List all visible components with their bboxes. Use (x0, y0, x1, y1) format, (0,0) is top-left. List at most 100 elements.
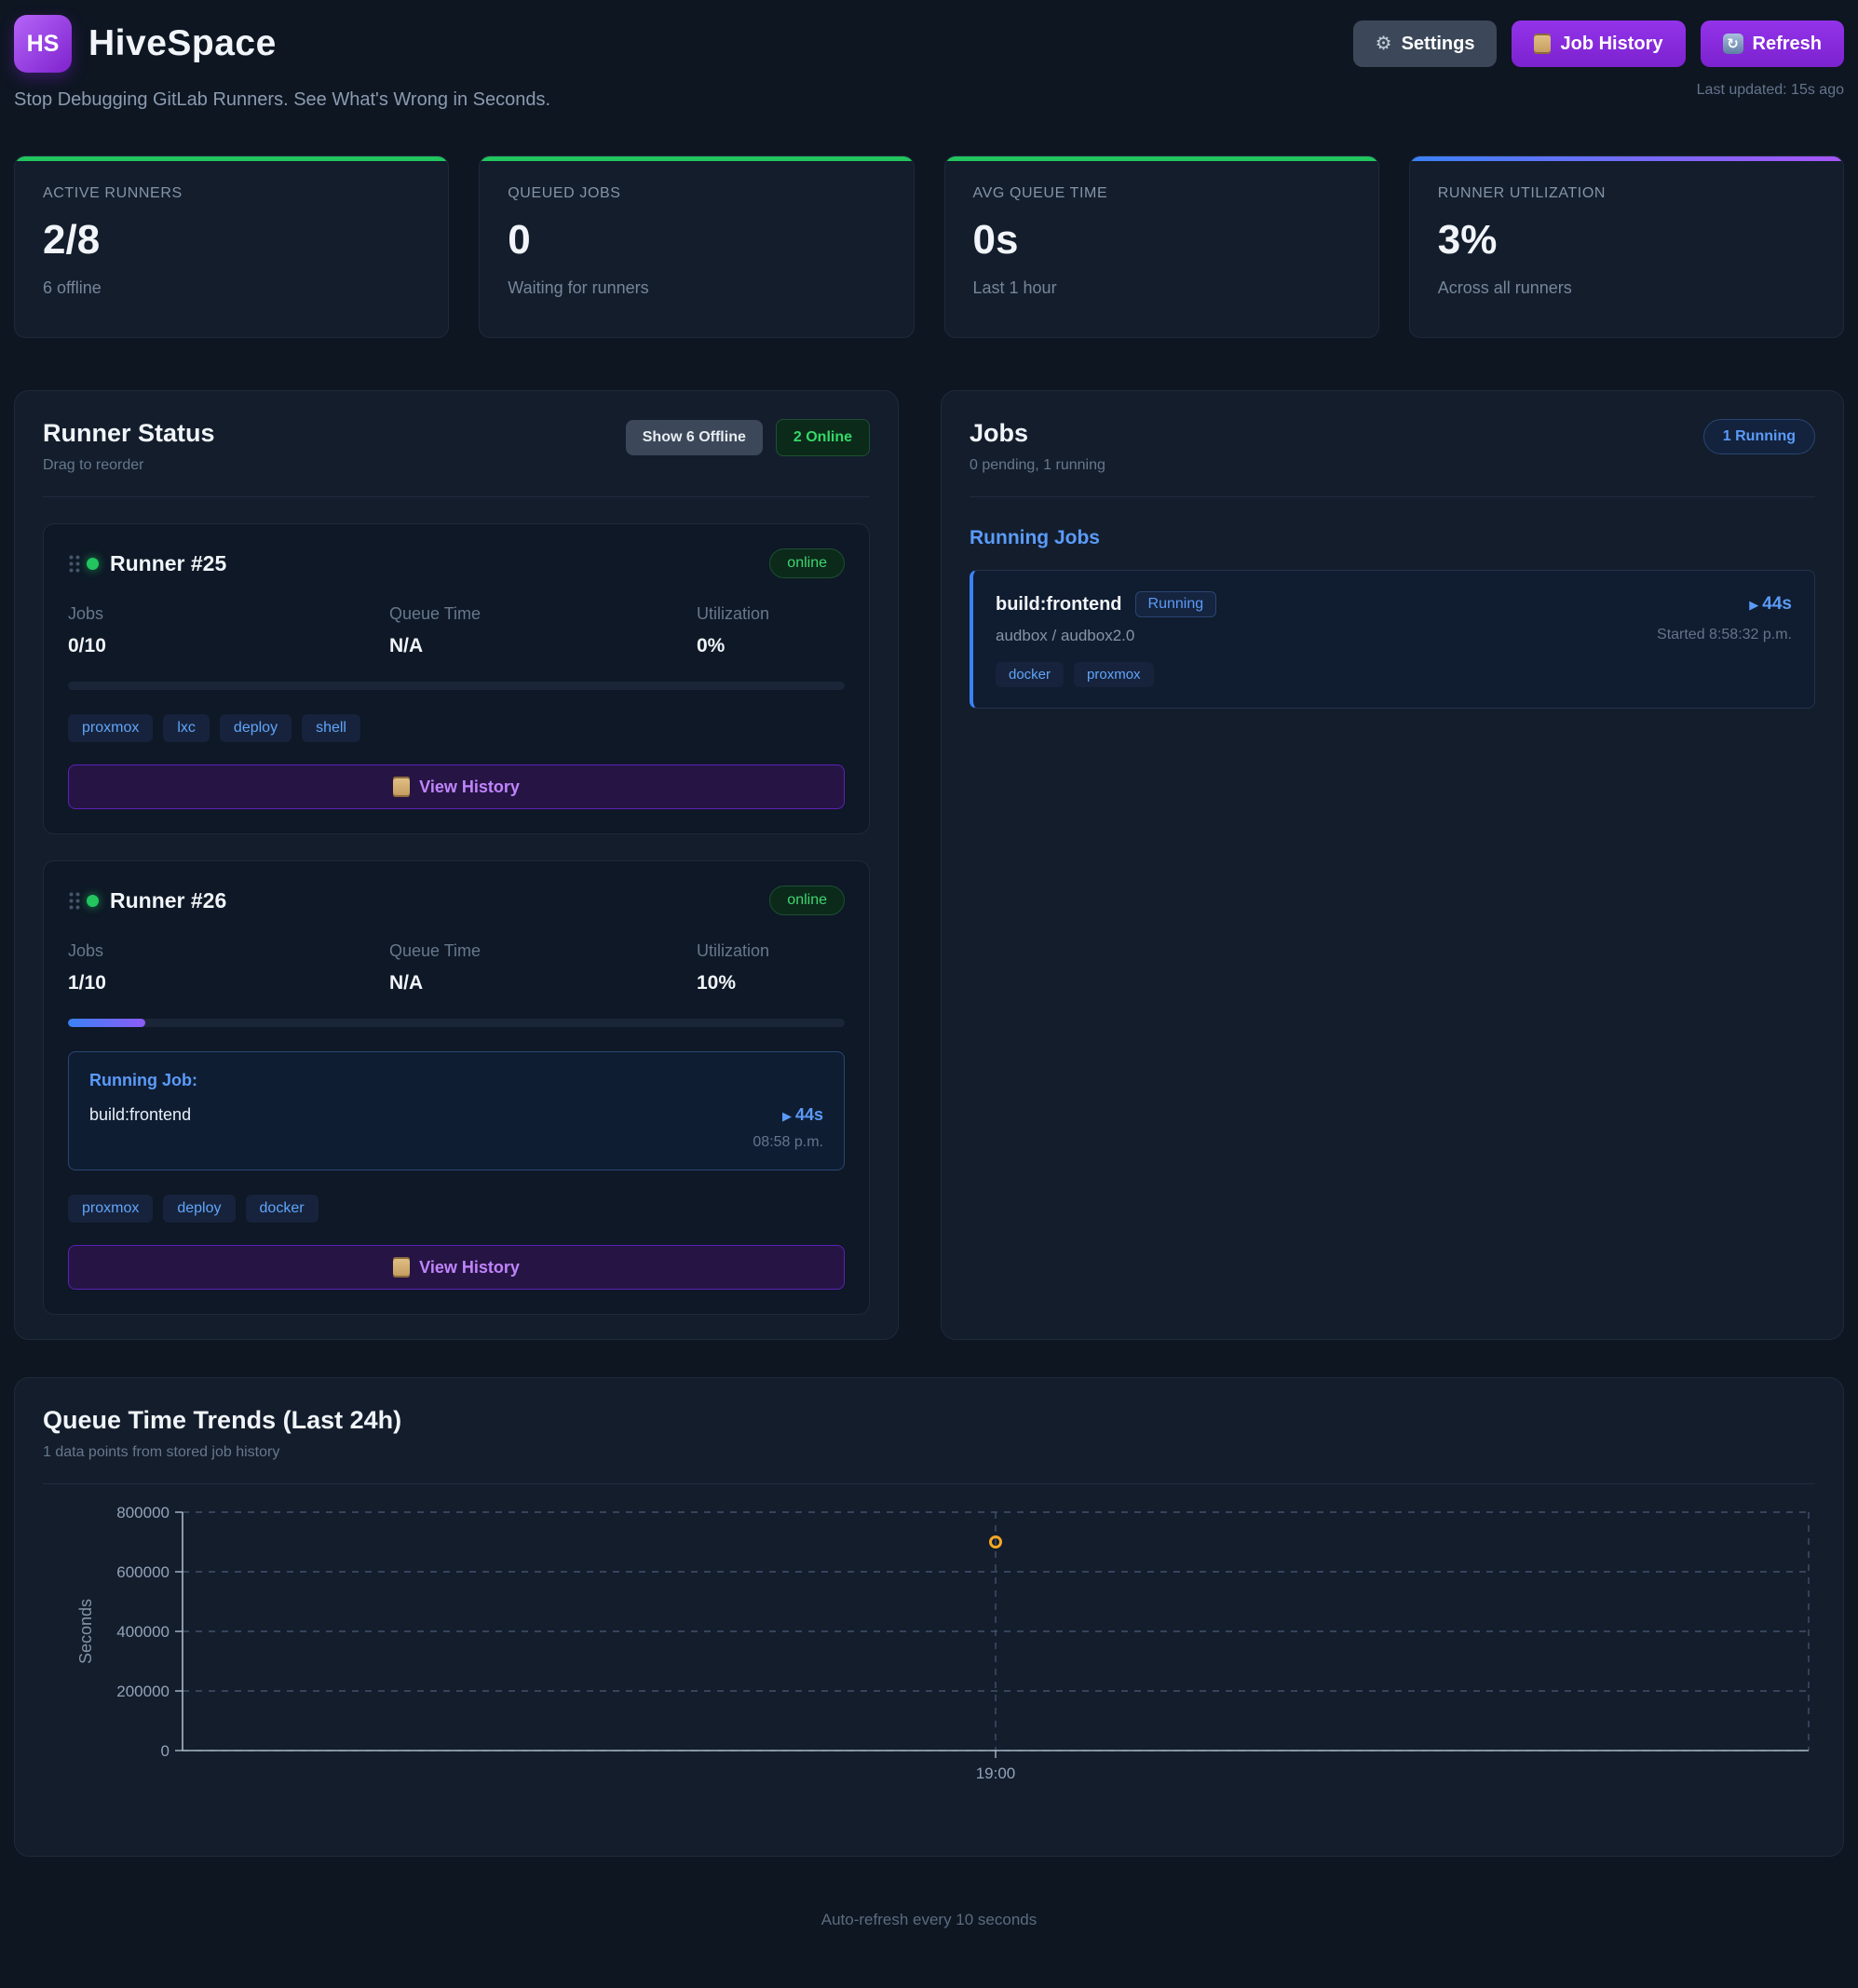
svg-text:200000: 200000 (116, 1683, 170, 1700)
utilization-progress-fill (68, 1019, 146, 1027)
runner-tag: shell (302, 714, 360, 742)
gear-icon: ⚙ (1375, 34, 1392, 54)
scroll-icon (393, 777, 411, 797)
play-icon: ▶ (781, 1109, 792, 1123)
svg-text:0: 0 (161, 1742, 170, 1760)
stat-accent (15, 156, 449, 161)
stat-card-avg-queue-time: AVG QUEUE TIME 0s Last 1 hour (943, 156, 1379, 338)
header-subrow: Stop Debugging GitLab Runners. See What'… (14, 82, 1844, 111)
view-history-label: View History (419, 777, 520, 796)
drag-handle-icon[interactable] (68, 553, 81, 574)
job-card[interactable]: build:frontend Running ▶ 44s audbox / aud… (970, 570, 1815, 709)
runner-tag: proxmox (68, 714, 154, 742)
settings-label: Settings (1401, 33, 1475, 54)
stat-sub: Waiting for runners (508, 278, 649, 297)
job-status-badge: Running (1134, 591, 1217, 617)
online-dot-icon (87, 557, 99, 570)
stat-value: 0 (508, 217, 531, 263)
footer-note: Auto-refresh every 10 seconds (821, 1911, 1037, 1928)
show-offline-button[interactable]: Show 6 Offline (625, 420, 763, 455)
svg-text:800000: 800000 (116, 1504, 170, 1521)
runner-name: Runner #25 (110, 550, 227, 575)
stat-value: 3% (1437, 217, 1498, 263)
job-history-label: Job History (1560, 33, 1663, 54)
metric-label-util: Utilization (697, 604, 770, 623)
settings-button[interactable]: ⚙ Settings (1352, 20, 1498, 67)
stat-accent (1409, 156, 1843, 161)
metric-value-util: 0% (697, 635, 726, 656)
metric-value-jobs: 0/10 (68, 635, 106, 656)
runner-status-subtitle: Drag to reorder (43, 457, 144, 473)
logo-text: HS (26, 30, 60, 57)
runner-tag: lxc (163, 714, 210, 742)
svg-text:19:00: 19:00 (976, 1765, 1016, 1782)
running-job-time: 08:58 p.m. (753, 1134, 823, 1150)
job-tag: proxmox (1074, 662, 1154, 687)
runner-name: Runner #26 (110, 887, 227, 913)
job-project: audbox / audbox2.0 (996, 627, 1135, 644)
app-logo: HS (14, 15, 72, 73)
runner-card-26[interactable]: Runner #26 online Jobs 1/10 Queue Time N… (43, 860, 870, 1315)
refresh-icon: ↻ (1722, 34, 1743, 54)
metric-label-util: Utilization (697, 941, 770, 960)
stat-sub: 6 offline (43, 278, 102, 297)
chart-subtitle: 1 data points from stored job history (43, 1444, 280, 1460)
chart-title: Queue Time Trends (Last 24h) (43, 1406, 402, 1434)
view-history-button[interactable]: View History (68, 764, 845, 809)
data-point (989, 1535, 1002, 1548)
job-history-button[interactable]: Job History (1512, 20, 1686, 67)
job-started: Started 8:58:32 p.m. (1657, 627, 1792, 642)
stat-label: QUEUED JOBS (508, 185, 621, 201)
scroll-icon (393, 1257, 411, 1278)
running-job-duration: ▶ 44s (781, 1105, 823, 1124)
status-badge: online (769, 886, 845, 915)
metric-label-jobs: Jobs (68, 941, 104, 960)
page-title: HiveSpace (88, 23, 277, 63)
status-badge: online (769, 548, 845, 578)
metric-value-queue: N/A (389, 972, 424, 994)
jobs-subtitle: 0 pending, 1 running (970, 457, 1105, 473)
stat-card-runner-utilization: RUNNER UTILIZATION 3% Across all runners (1408, 156, 1844, 338)
drag-handle-icon[interactable] (68, 890, 81, 911)
utilization-progress (68, 1019, 845, 1027)
queue-time-trends-panel: Queue Time Trends (Last 24h) 1 data poin… (14, 1377, 1844, 1857)
stat-accent (480, 156, 914, 161)
stat-label: RUNNER UTILIZATION (1437, 185, 1607, 201)
stat-cards: ACTIVE RUNNERS 2/8 6 offline QUEUED JOBS… (14, 156, 1844, 338)
runner-card-25[interactable]: Runner #25 online Jobs 0/10 Queue Time N… (43, 523, 870, 834)
header: HS HiveSpace ⚙ Settings Job History ↻ Re… (14, 15, 1844, 73)
metric-value-jobs: 1/10 (68, 972, 106, 994)
jobs-title: Jobs (970, 419, 1029, 447)
running-jobs-heading: Running Jobs (970, 527, 1100, 548)
play-icon: ▶ (1749, 598, 1759, 612)
refresh-label: Refresh (1752, 33, 1822, 54)
stat-card-queued-jobs: QUEUED JOBS 0 Waiting for runners (479, 156, 915, 338)
jobs-panel: Jobs 0 pending, 1 running 1 Running Runn… (941, 390, 1844, 1340)
stat-sub: Last 1 hour (972, 278, 1057, 297)
refresh-button[interactable]: ↻ Refresh (1700, 20, 1844, 67)
svg-text:600000: 600000 (116, 1563, 170, 1581)
runner-tag: proxmox (68, 1195, 154, 1223)
running-job-box: Running Job: build:frontend ▶ 44s 08:58 p… (68, 1051, 845, 1170)
utilization-progress (68, 682, 845, 690)
metric-value-util: 10% (697, 972, 737, 994)
metric-label-queue: Queue Time (389, 941, 481, 960)
stat-label: AVG QUEUE TIME (972, 185, 1108, 201)
online-dot-icon (87, 894, 99, 907)
stat-value: 0s (972, 217, 1019, 263)
metric-label-queue: Queue Time (389, 604, 481, 623)
online-filter-button[interactable]: 2 Online (775, 419, 870, 456)
stat-label: ACTIVE RUNNERS (43, 185, 183, 201)
svg-text:Seconds: Seconds (76, 1599, 95, 1664)
runner-status-title: Runner Status (43, 419, 215, 447)
metric-value-queue: N/A (389, 635, 424, 656)
runner-status-panel: Runner Status Drag to reorder Show 6 Off… (14, 390, 899, 1340)
view-history-label: View History (419, 1257, 520, 1277)
dashboard-page: HS HiveSpace ⚙ Settings Job History ↻ Re… (14, 15, 1844, 1928)
stat-value: 2/8 (43, 217, 101, 263)
stat-card-active-runners: ACTIVE RUNNERS 2/8 6 offline (14, 156, 450, 338)
running-count-badge: 1 Running (1702, 419, 1815, 454)
view-history-button[interactable]: View History (68, 1245, 845, 1290)
svg-text:400000: 400000 (116, 1623, 170, 1641)
queue-time-chart: 0 200000 400000 600000 800000 19:00 Seconds (76, 1504, 1810, 1782)
